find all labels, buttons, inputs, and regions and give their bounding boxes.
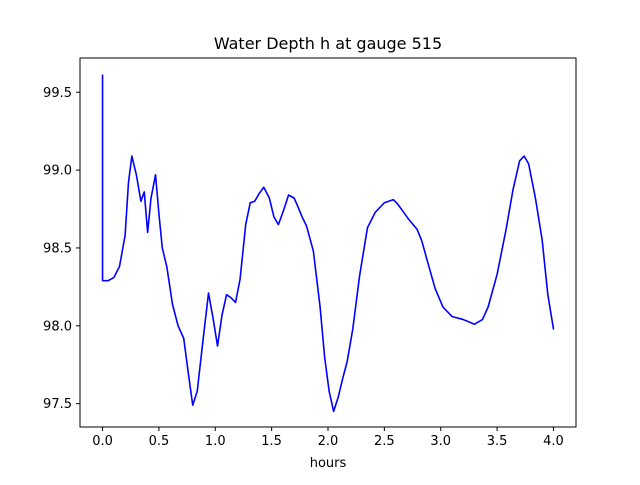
y-tick-label: 99.5 [43,86,72,101]
x-tick-label: 1.5 [261,434,282,449]
y-axis: 97.5 98.0 98.5 99.0 99.5 [43,86,80,412]
x-tick-label: 2.5 [374,434,395,449]
x-tick-label: 2.0 [318,434,339,449]
x-tick-label: 0.0 [92,434,113,449]
x-tick-label: 3.0 [430,434,451,449]
x-tick-label: 4.0 [543,434,564,449]
series-line [101,74,555,413]
x-axis: 0.0 0.5 1.0 1.5 2.0 2.5 3.0 3.5 4.0 [92,427,564,449]
x-axis-label: hours [310,456,347,471]
x-tick-label: 0.5 [149,434,170,449]
series-layer [101,74,555,413]
x-tick-label: 1.0 [205,434,226,449]
y-tick-label: 99.0 [43,164,72,179]
y-tick-label: 98.5 [43,241,72,256]
y-tick-label: 98.0 [43,319,72,334]
y-tick-label: 97.5 [43,397,72,412]
x-tick-label: 3.5 [487,434,508,449]
chart-title: Water Depth h at gauge 515 [214,34,442,53]
